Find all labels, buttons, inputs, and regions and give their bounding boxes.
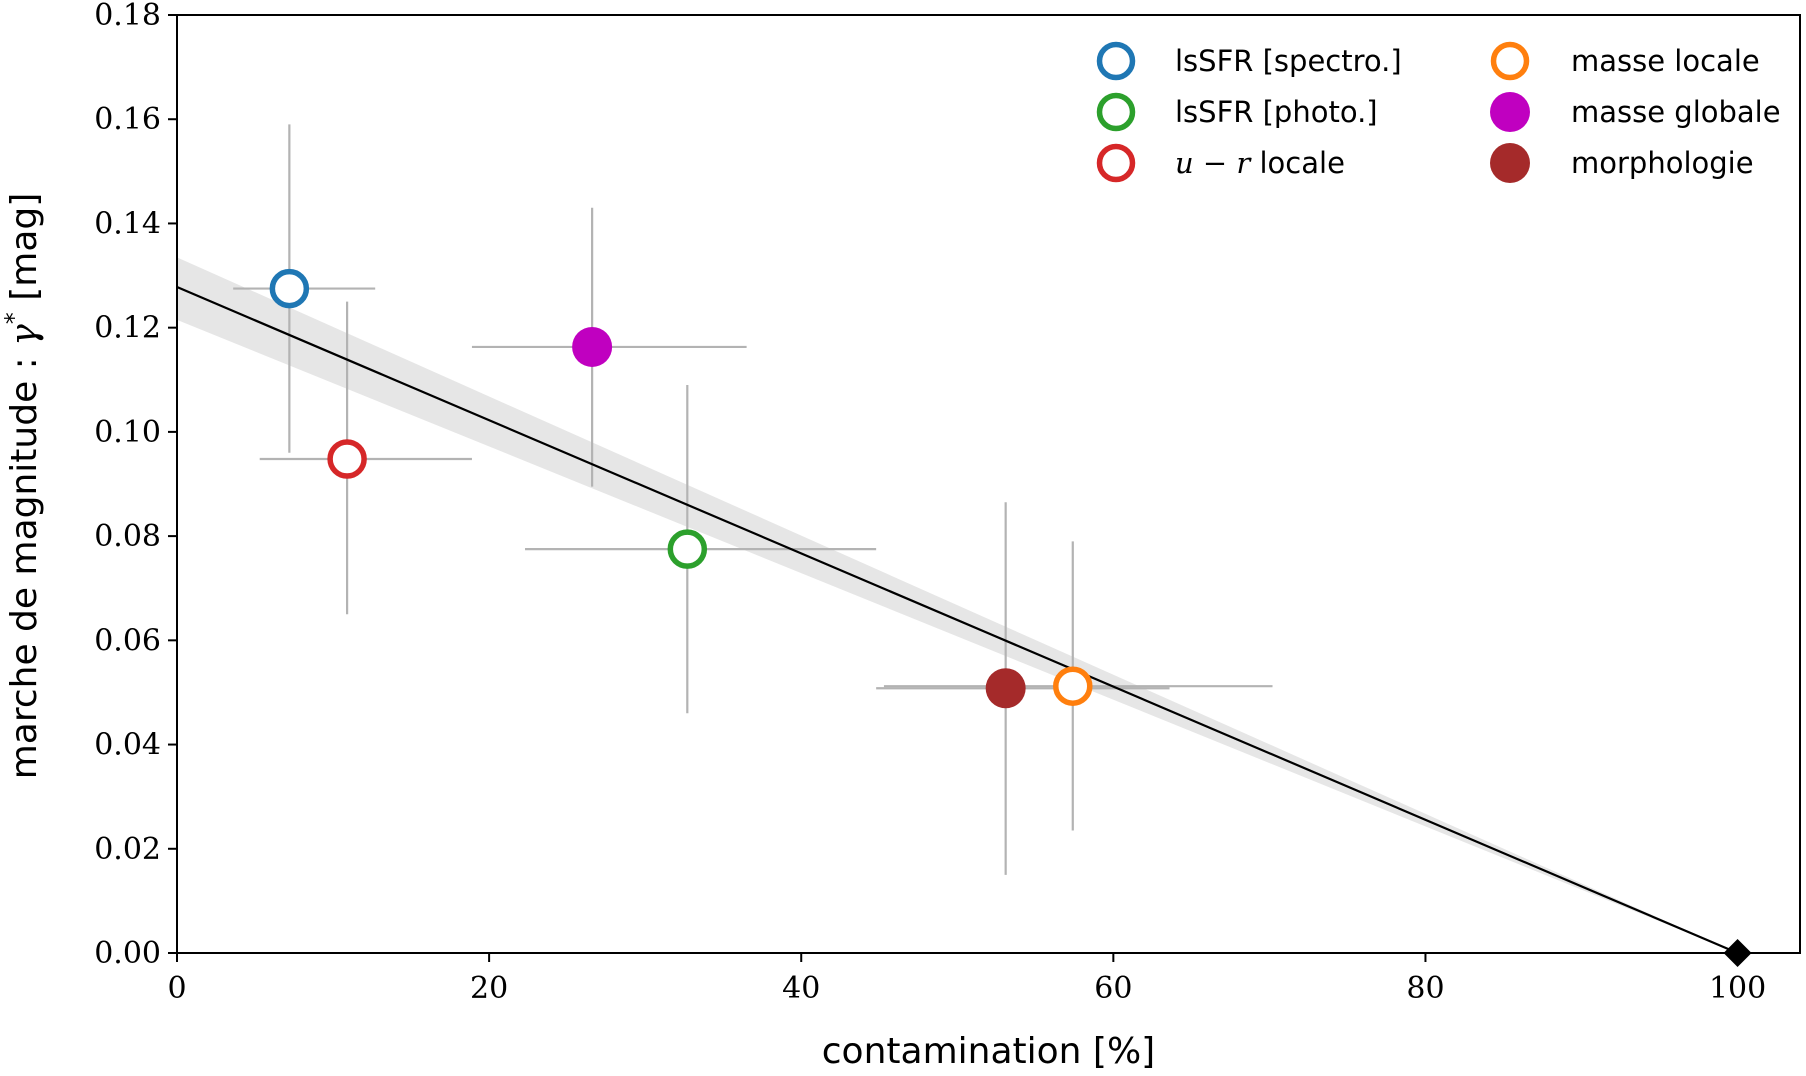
y-tick-label: 0.12 [94, 311, 161, 346]
legend-marker [1490, 41, 1530, 81]
legend-label: masse globale [1571, 95, 1781, 129]
y-tick-label: 0.18 [94, 0, 161, 33]
legend-marker [1096, 41, 1136, 81]
confidence-band [177, 257, 1738, 954]
legend-label-text: locale [1250, 146, 1345, 180]
y-tick-label: 0.14 [94, 206, 161, 241]
x-tick-label: 0 [167, 971, 186, 1006]
data-point [327, 439, 367, 479]
y-axis-label-suffix: [mag] [4, 193, 45, 313]
data-point [1053, 666, 1093, 706]
legend-label: u − r locale [1175, 146, 1345, 180]
x-axis-label: contamination [%] [822, 1031, 1155, 1072]
y-axis-label: marche de magnitude : γ* [mag] [0, 193, 45, 780]
data-point [269, 268, 310, 309]
x-tick-label: 20 [470, 971, 508, 1006]
y-axis-label-superscript: * [0, 312, 28, 324]
y-tick-label: 0.06 [94, 623, 161, 658]
legend-label: masse locale [1571, 44, 1760, 78]
y-axis-label-symbol: γ [4, 324, 45, 346]
legend-marker [1490, 92, 1530, 132]
legend-label: lsSFR [spectro.] [1175, 44, 1402, 78]
legend-label-math: u − r [1175, 146, 1252, 180]
y-axis-label-prefix: marche de magnitude : [4, 346, 45, 780]
data-points-layer [269, 268, 1752, 967]
y-tick-label: 0.08 [94, 519, 161, 554]
legend-marker [1096, 92, 1136, 132]
plot-frame [176, 14, 1801, 954]
y-tick-label: 0.02 [94, 832, 161, 867]
y-tick-label: 0.16 [94, 102, 161, 137]
data-point [667, 529, 708, 569]
fit-line [176, 286, 1739, 955]
legend-label: lsSFR [photo.] [1175, 95, 1378, 129]
fit-line-layer [176, 286, 1739, 955]
x-tick-label: 40 [782, 971, 820, 1006]
x-tick-label: 60 [1094, 971, 1132, 1006]
legend: lsSFR [spectro.] lsSFR [photo.] u − r loca… [1096, 41, 1781, 183]
x-tick-label: 80 [1406, 971, 1444, 1006]
data-point [572, 326, 613, 367]
errorbar-layer [233, 124, 1273, 875]
data-point [985, 668, 1026, 709]
legend-label: morphologie [1571, 146, 1754, 180]
y-tick-label: 0.04 [94, 728, 161, 763]
x-axis-ticks: 0 20 40 60 80 100 [167, 953, 1766, 1006]
legend-marker [1096, 143, 1136, 183]
y-tick-label: 0.00 [94, 936, 161, 971]
y-axis-ticks: 0.00 0.02 0.04 0.06 0.08 0.10 0.12 0.14 0.16 0.18 [94, 0, 177, 971]
legend-marker [1490, 143, 1530, 183]
y-tick-label: 0.10 [94, 415, 161, 450]
confidence-band-layer [177, 257, 1738, 954]
x-tick-label: 100 [1709, 971, 1766, 1006]
